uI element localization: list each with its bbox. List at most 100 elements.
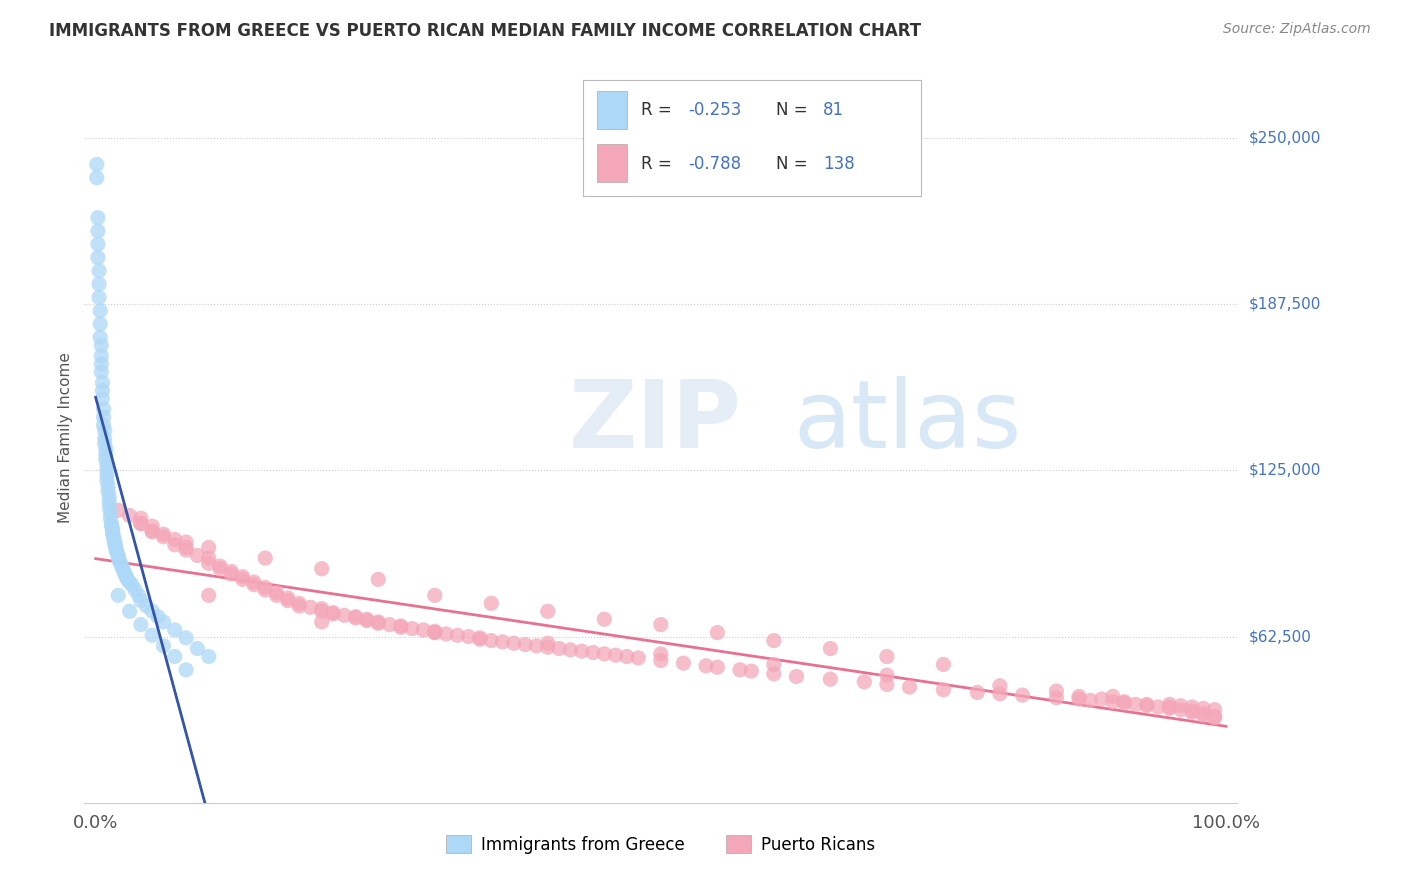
- Point: [98, 506, 121, 520]
- Point: [1125, 698, 1147, 712]
- Point: [152, 530, 174, 544]
- Point: [163, 623, 186, 637]
- Point: [152, 527, 174, 541]
- Point: [118, 575, 141, 590]
- Point: [118, 508, 141, 523]
- Text: N =: N =: [776, 102, 813, 120]
- Text: ZIP: ZIP: [568, 376, 741, 468]
- Point: [423, 624, 446, 639]
- Point: [98, 495, 121, 509]
- Point: [423, 625, 446, 640]
- Point: [537, 636, 560, 650]
- Point: [1204, 711, 1226, 725]
- Point: [605, 648, 627, 663]
- Point: [90, 357, 112, 371]
- Point: [322, 606, 344, 620]
- Point: [91, 392, 114, 406]
- Point: [593, 647, 616, 661]
- Point: [87, 277, 110, 292]
- Point: [86, 170, 108, 185]
- Point: [457, 630, 479, 644]
- Point: [1159, 701, 1181, 715]
- Point: [100, 516, 122, 531]
- Point: [129, 511, 152, 525]
- Point: [423, 588, 446, 602]
- Point: [89, 330, 111, 344]
- Point: [107, 549, 129, 563]
- Point: [101, 527, 124, 541]
- Point: [479, 596, 502, 610]
- Point: [650, 653, 672, 667]
- Point: [1011, 688, 1033, 702]
- Text: 138: 138: [823, 155, 855, 173]
- Point: [876, 649, 898, 664]
- Point: [446, 628, 468, 642]
- Point: [537, 604, 560, 618]
- Point: [90, 365, 112, 379]
- Point: [96, 463, 118, 477]
- Point: [344, 611, 367, 625]
- Point: [571, 644, 593, 658]
- Point: [367, 573, 389, 587]
- Point: [87, 211, 110, 225]
- Point: [87, 290, 110, 304]
- Point: [311, 562, 333, 576]
- Point: [111, 562, 134, 576]
- Point: [254, 582, 277, 597]
- Point: [1136, 698, 1159, 713]
- Text: $62,500: $62,500: [1249, 629, 1312, 644]
- Point: [266, 588, 288, 602]
- Point: [93, 402, 115, 417]
- Point: [1102, 695, 1125, 709]
- Legend: Immigrants from Greece, Puerto Ricans: Immigrants from Greece, Puerto Ricans: [440, 829, 882, 860]
- Point: [254, 551, 277, 566]
- Point: [988, 679, 1011, 693]
- Point: [311, 604, 333, 618]
- Point: [479, 633, 502, 648]
- Point: [94, 452, 117, 467]
- Text: $125,000: $125,000: [1249, 463, 1320, 478]
- Point: [1045, 690, 1067, 705]
- Point: [135, 599, 157, 613]
- Point: [93, 436, 115, 450]
- Point: [389, 620, 412, 634]
- Point: [378, 617, 401, 632]
- Y-axis label: Median Family Income: Median Family Income: [58, 351, 73, 523]
- Bar: [598, 144, 627, 182]
- Point: [1181, 704, 1204, 718]
- Point: [616, 649, 638, 664]
- Point: [90, 338, 112, 352]
- Point: [876, 677, 898, 691]
- Point: [1136, 698, 1159, 712]
- Point: [254, 580, 277, 594]
- Point: [208, 562, 231, 576]
- Text: IMMIGRANTS FROM GREECE VS PUERTO RICAN MEDIAN FAMILY INCOME CORRELATION CHART: IMMIGRANTS FROM GREECE VS PUERTO RICAN M…: [49, 22, 921, 40]
- Point: [89, 317, 111, 331]
- Point: [110, 557, 132, 571]
- Point: [515, 638, 537, 652]
- Point: [1192, 701, 1215, 715]
- Point: [434, 627, 457, 641]
- Point: [115, 570, 138, 584]
- Point: [152, 639, 174, 653]
- Point: [740, 664, 762, 678]
- Point: [129, 617, 152, 632]
- Point: [762, 657, 785, 672]
- Point: [152, 615, 174, 629]
- Point: [98, 511, 121, 525]
- Point: [1102, 690, 1125, 704]
- Point: [356, 614, 378, 628]
- Point: [1204, 703, 1226, 717]
- Point: [1181, 700, 1204, 714]
- Point: [87, 237, 110, 252]
- Point: [107, 588, 129, 602]
- Point: [966, 685, 988, 699]
- Text: R =: R =: [641, 155, 676, 173]
- Point: [101, 524, 124, 539]
- Point: [1170, 703, 1192, 717]
- Point: [186, 549, 208, 563]
- Point: [93, 410, 115, 425]
- Point: [311, 601, 333, 615]
- Point: [105, 546, 128, 560]
- Point: [174, 535, 197, 549]
